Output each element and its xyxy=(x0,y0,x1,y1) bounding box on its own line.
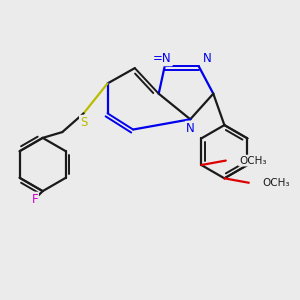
Text: N: N xyxy=(202,52,211,65)
Text: N: N xyxy=(186,122,195,135)
Text: OCH₃: OCH₃ xyxy=(239,156,266,166)
Text: =N: =N xyxy=(153,52,172,65)
Text: F: F xyxy=(32,193,38,206)
Text: OCH₃: OCH₃ xyxy=(262,178,290,188)
Text: S: S xyxy=(80,116,87,129)
